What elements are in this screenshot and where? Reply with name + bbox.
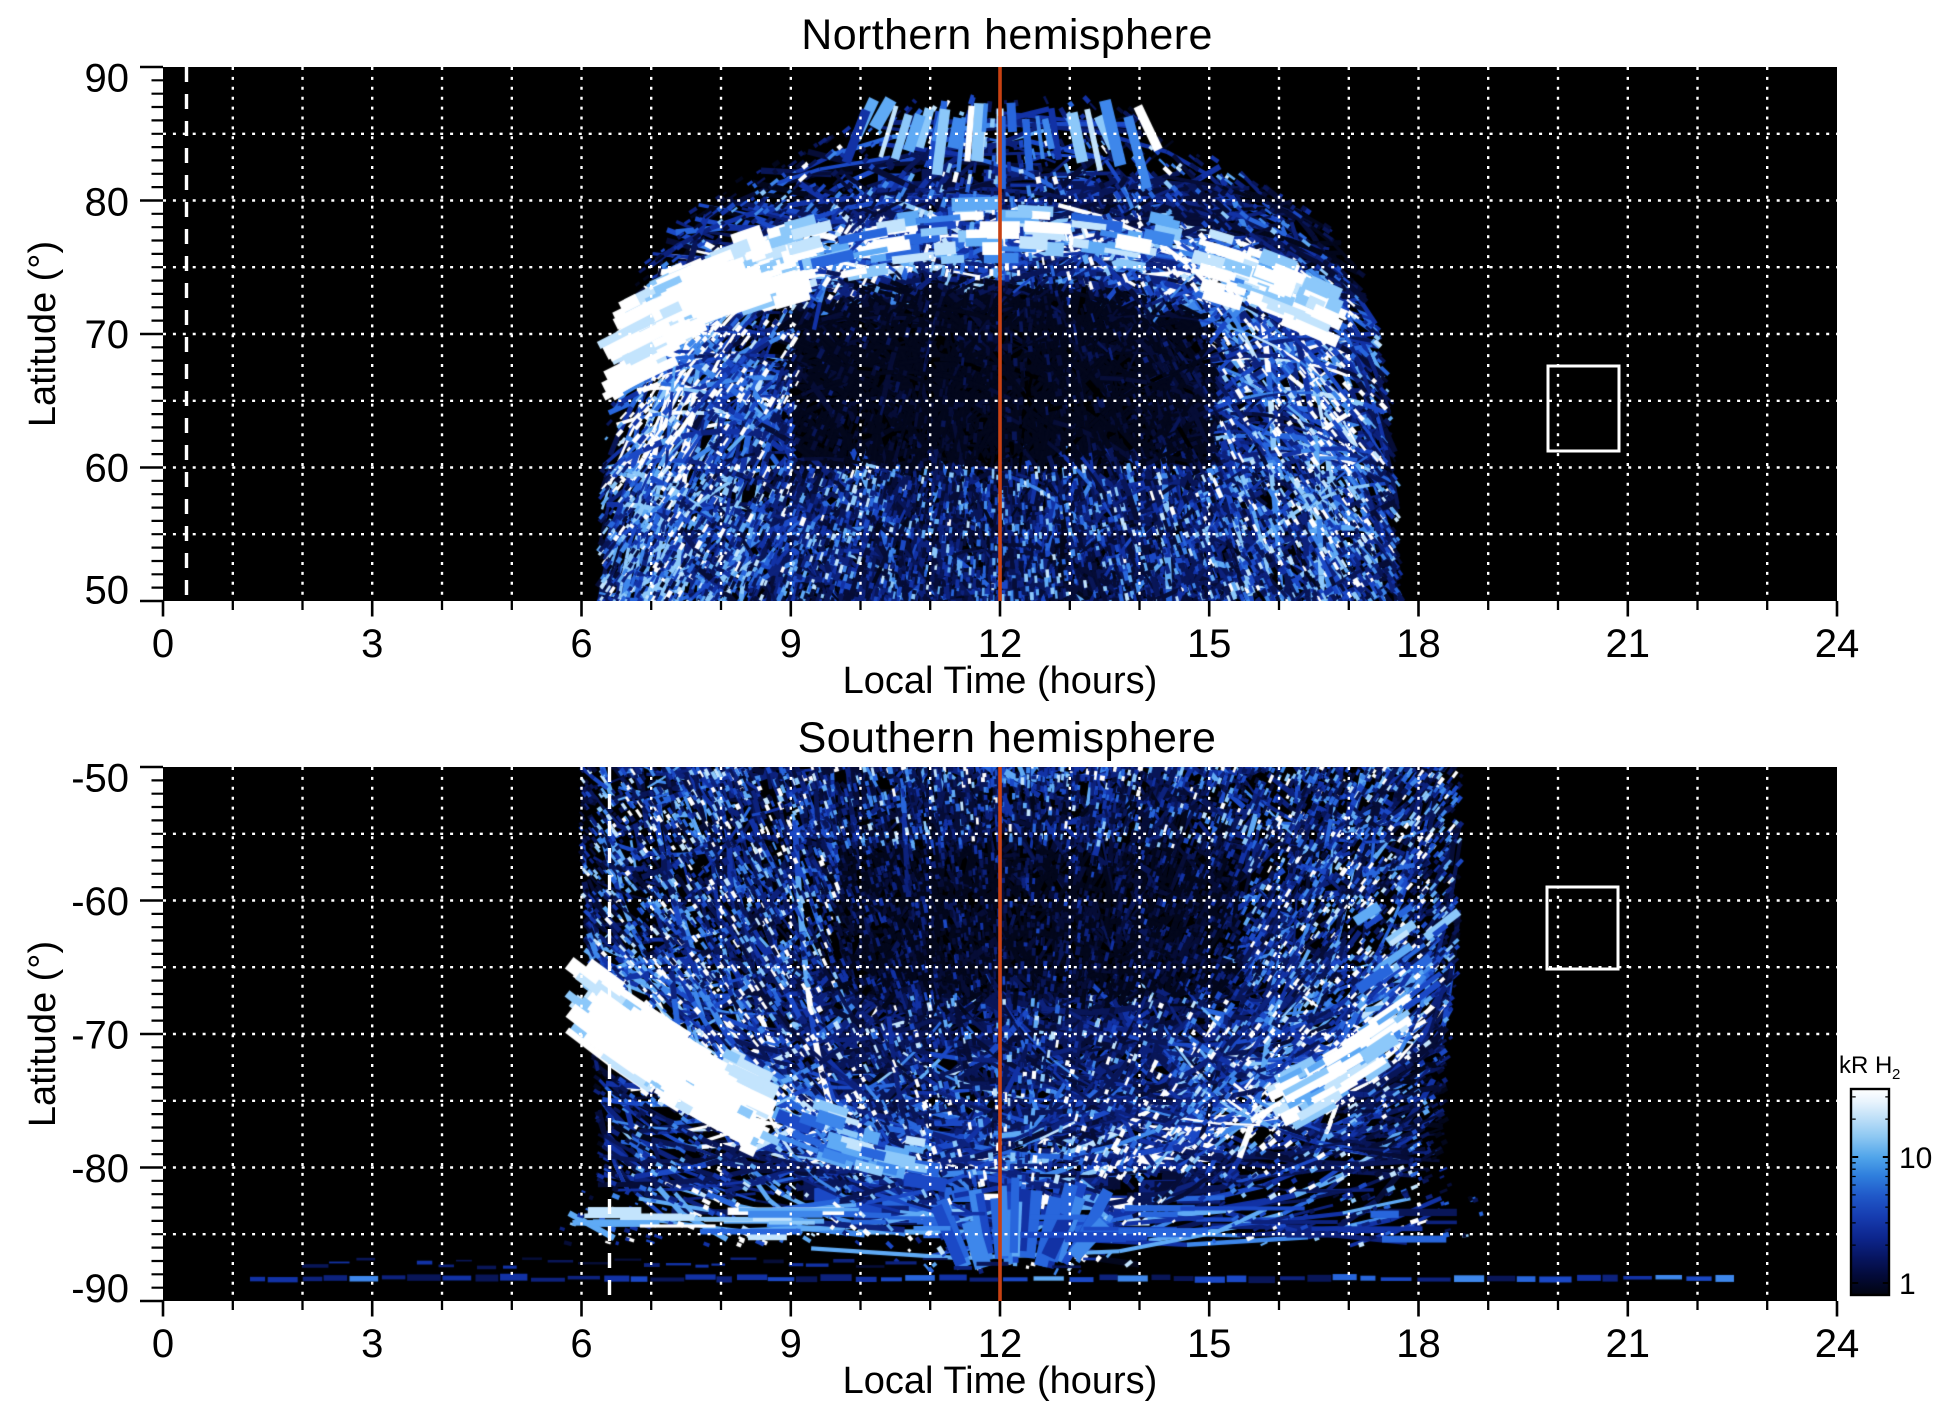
svg-text:-60: -60 [71, 880, 129, 924]
svg-text:-80: -80 [71, 1147, 129, 1191]
svg-text:9: 9 [780, 622, 802, 666]
svg-text:0: 0 [152, 622, 174, 666]
svg-text:-90: -90 [71, 1267, 129, 1311]
svg-text:Northern hemisphere: Northern hemisphere [801, 11, 1213, 59]
svg-text:15: 15 [1187, 1322, 1232, 1366]
svg-text:21: 21 [1606, 622, 1651, 666]
svg-text:6: 6 [570, 622, 592, 666]
svg-text:12: 12 [978, 1322, 1023, 1366]
svg-text:50: 50 [85, 569, 130, 613]
svg-text:90: 90 [85, 57, 130, 101]
svg-text:-70: -70 [71, 1014, 129, 1058]
svg-text:24: 24 [1815, 622, 1860, 666]
svg-text:24: 24 [1815, 1322, 1860, 1366]
svg-text:3: 3 [361, 622, 383, 666]
svg-text:Latitude (°): Latitude (°) [22, 241, 64, 427]
svg-text:15: 15 [1187, 622, 1232, 666]
svg-text:12: 12 [978, 622, 1023, 666]
svg-text:Southern hemisphere: Southern hemisphere [798, 714, 1217, 762]
svg-text:80: 80 [85, 181, 130, 225]
svg-text:18: 18 [1396, 622, 1441, 666]
svg-text:70: 70 [85, 313, 130, 357]
svg-text:kR H: kR H [1839, 1052, 1892, 1079]
svg-text:3: 3 [361, 1322, 383, 1366]
svg-text:0: 0 [152, 1322, 174, 1366]
svg-text:Latitude (°): Latitude (°) [22, 941, 64, 1127]
svg-text:2: 2 [1892, 1066, 1900, 1083]
svg-text:-50: -50 [71, 757, 129, 801]
svg-text:9: 9 [780, 1322, 802, 1366]
svg-text:Local Time (hours): Local Time (hours) [843, 1360, 1158, 1402]
svg-text:Local Time (hours): Local Time (hours) [843, 660, 1158, 702]
svg-text:10: 10 [1899, 1142, 1932, 1175]
svg-text:21: 21 [1606, 1322, 1651, 1366]
svg-text:60: 60 [85, 447, 130, 491]
svg-text:18: 18 [1396, 1322, 1441, 1366]
svg-text:1: 1 [1899, 1268, 1916, 1301]
svg-text:6: 6 [570, 1322, 592, 1366]
